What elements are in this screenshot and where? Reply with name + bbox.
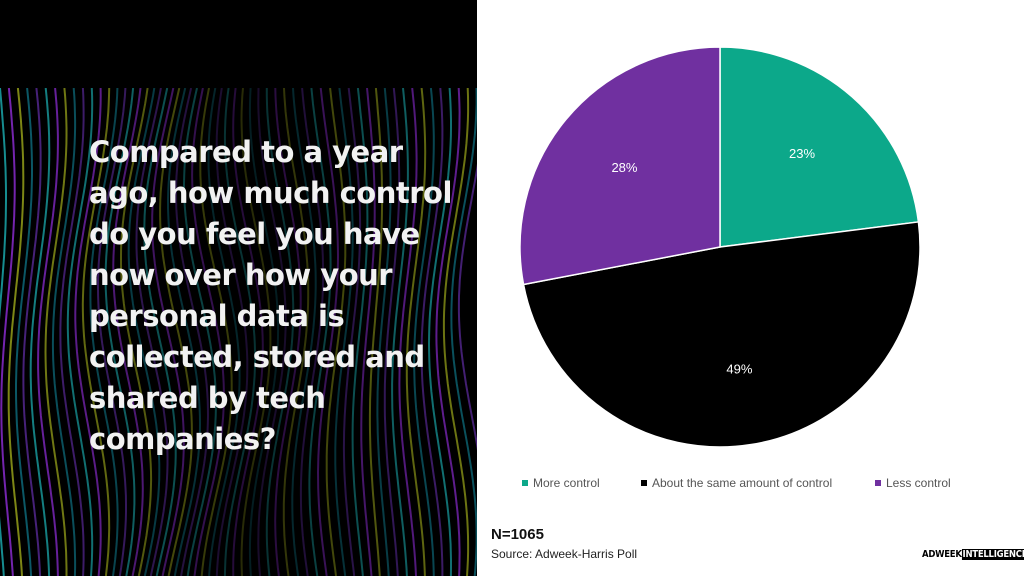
stripe-line	[207, 88, 241, 576]
stripe-line	[360, 88, 376, 576]
stripe-line	[104, 88, 136, 576]
legend-swatch	[641, 480, 647, 486]
stripe-line	[274, 88, 302, 576]
stripe-line	[316, 88, 340, 576]
stripe-line	[159, 88, 193, 576]
stripe-line	[191, 88, 225, 576]
stripe-line	[240, 88, 272, 576]
stripe-line	[398, 88, 418, 576]
stripe-line	[135, 88, 169, 576]
question-title: Compared to a year ago, how much control…	[89, 135, 452, 456]
stripe-line	[0, 88, 16, 576]
legend-swatch	[875, 480, 881, 486]
pie-slice-1	[522, 221, 921, 448]
logo-part2: INTELLIGENCE	[961, 549, 1024, 560]
stripe-line	[143, 88, 177, 576]
sample-size: N=1065	[491, 526, 544, 543]
stripe-line	[368, 88, 384, 576]
logo-part1: ADWEEK	[922, 549, 962, 560]
stripe-line	[37, 88, 59, 576]
stripe-line	[174, 88, 210, 576]
stripe-line	[457, 163, 477, 451]
source-note: Source: Adweek-Harris Poll	[491, 547, 638, 561]
stripe-line	[112, 88, 144, 576]
stripe-line	[351, 88, 369, 576]
data-label-2: 28%	[611, 160, 637, 175]
stripe-line	[127, 88, 161, 576]
wavy-stripes-background	[0, 88, 477, 576]
stripe-line	[435, 88, 461, 576]
stripe-line	[420, 88, 444, 576]
stripe-line	[442, 88, 470, 576]
stripe-line	[342, 88, 362, 576]
stripe-line	[66, 88, 94, 576]
stripe-line	[7, 88, 25, 576]
stripe-line	[334, 88, 354, 576]
stripe-line	[0, 88, 7, 576]
data-label-1: 49%	[726, 361, 752, 376]
adweek-intelligence-logo: ADWEEKINTELLIGENCE	[922, 549, 1024, 560]
stripe-line	[182, 88, 217, 576]
stripe-line	[81, 88, 111, 576]
legend-item-more-control: More control	[522, 476, 600, 490]
stripe-line	[223, 88, 257, 576]
stripe-line	[405, 88, 427, 576]
stripe-line	[59, 88, 85, 576]
pie-slice-0	[719, 46, 920, 248]
stripe-line	[413, 88, 435, 576]
stripe-line	[120, 88, 153, 576]
stripe-line	[450, 88, 477, 576]
data-label-0: 23%	[789, 146, 815, 161]
stripe-line	[232, 88, 264, 576]
legend-item-same-control: About the same amount of control	[641, 476, 832, 490]
stripe-line	[199, 88, 233, 576]
left-panel: Compared to a year ago, how much control…	[0, 0, 477, 576]
stripe-line	[282, 88, 310, 576]
stripe-line	[215, 88, 249, 576]
legend-label: More control	[533, 476, 600, 490]
stripe-line	[299, 88, 325, 576]
stripe-line	[248, 88, 280, 576]
stripe-line	[74, 88, 102, 576]
stripe-line	[257, 88, 287, 576]
stripe-line	[383, 88, 401, 576]
stripe-line	[325, 88, 347, 576]
legend-label: Less control	[886, 476, 951, 490]
stripe-line	[167, 88, 202, 576]
stripe-line	[391, 88, 409, 576]
legend-label: About the same amount of control	[652, 476, 833, 490]
stripe-line	[22, 88, 42, 576]
stripe-line	[265, 88, 295, 576]
stripe-line	[151, 88, 185, 576]
stripe-line	[89, 88, 119, 576]
stripe-line	[15, 88, 33, 576]
stripe-line	[308, 88, 332, 576]
pie-chart: 23% 49% 28%	[519, 46, 921, 448]
stripe-line	[29, 88, 51, 576]
stripe-line	[51, 88, 77, 576]
legend-item-less-control: Less control	[875, 476, 951, 490]
stripe-line	[376, 88, 392, 576]
stripe-line	[44, 88, 68, 576]
stripe-line	[97, 88, 127, 576]
stripe-line	[291, 88, 317, 576]
legend-swatch	[522, 480, 528, 486]
stripe-line	[427, 88, 452, 576]
pie-slice-2	[519, 46, 721, 286]
